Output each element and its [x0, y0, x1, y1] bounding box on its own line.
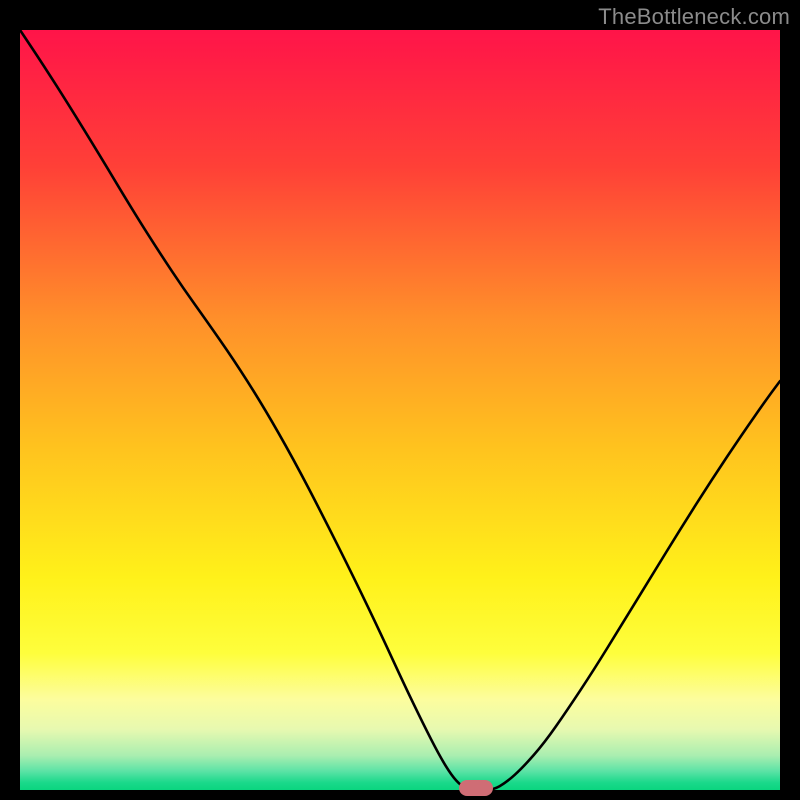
optimum-marker [459, 780, 493, 795]
chart-curve-svg [20, 30, 780, 790]
bottleneck-curve-path [20, 30, 780, 790]
chart-plot-area [20, 30, 780, 790]
watermark-text: TheBottleneck.com [598, 4, 790, 30]
